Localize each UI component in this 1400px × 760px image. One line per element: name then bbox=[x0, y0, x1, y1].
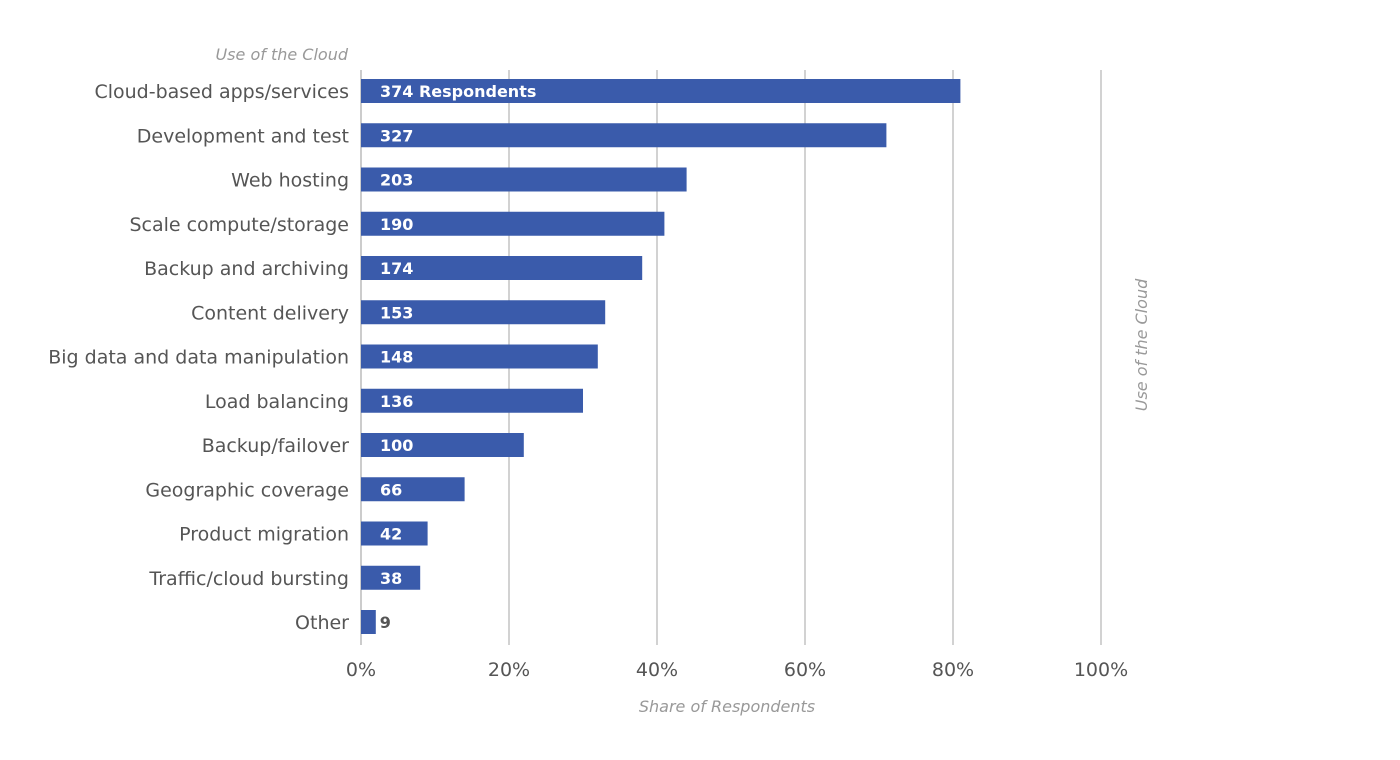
data-label: 174 bbox=[380, 259, 413, 278]
category-label: Big data and data manipulation bbox=[48, 347, 349, 369]
data-label: 327 bbox=[380, 126, 413, 145]
bar bbox=[361, 610, 376, 634]
x-axis-title: Share of Respondents bbox=[639, 697, 815, 716]
bar bbox=[361, 565, 421, 590]
bar bbox=[361, 388, 583, 413]
chart-title: Use of the Cloud bbox=[215, 45, 348, 64]
x-tick-label: 80% bbox=[932, 659, 974, 681]
category-label: Content delivery bbox=[191, 302, 349, 324]
side-axis-title: Use of the Cloud bbox=[1132, 278, 1151, 411]
category-label: Other bbox=[295, 612, 349, 634]
data-label: 9 bbox=[380, 613, 391, 632]
x-tick-label: 20% bbox=[488, 659, 530, 681]
data-labels: 374 Respondents 327 203 190 174 153 148 136 100 6… bbox=[380, 82, 537, 632]
data-label: 190 bbox=[380, 215, 413, 234]
bar bbox=[361, 477, 465, 502]
data-label: 42 bbox=[380, 525, 402, 544]
category-labels: Cloud-based apps/services Development and… bbox=[48, 81, 349, 634]
bar bbox=[361, 167, 687, 192]
category-label: Cloud-based apps/services bbox=[94, 81, 349, 103]
data-label: 374 Respondents bbox=[380, 82, 536, 101]
bar bbox=[361, 344, 598, 369]
x-tick-label: 60% bbox=[784, 659, 826, 681]
bar bbox=[361, 123, 887, 148]
x-tick-labels: 0% 20% 40% 60% 80% 100% bbox=[346, 659, 1128, 681]
category-label: Backup/failover bbox=[202, 435, 349, 457]
data-label: 148 bbox=[380, 348, 413, 367]
data-label: 136 bbox=[380, 392, 413, 411]
category-label: Product migration bbox=[179, 524, 349, 546]
bar bbox=[361, 521, 428, 546]
bar bbox=[361, 300, 606, 325]
category-label: Geographic coverage bbox=[145, 479, 349, 501]
bar bbox=[361, 433, 524, 457]
data-label: 38 bbox=[380, 569, 402, 588]
category-label: Scale compute/storage bbox=[129, 214, 349, 236]
x-tick-label: 0% bbox=[346, 659, 376, 681]
category-label: Traffic/cloud bursting bbox=[148, 568, 349, 590]
category-label: Development and test bbox=[137, 125, 349, 147]
bar bbox=[361, 211, 665, 236]
bar bbox=[361, 256, 643, 280]
category-label: Web hosting bbox=[231, 170, 349, 192]
data-label: 153 bbox=[380, 303, 413, 322]
data-label: 66 bbox=[380, 480, 402, 499]
bars bbox=[361, 79, 961, 634]
gridlines bbox=[360, 70, 1102, 645]
x-tick-label: 100% bbox=[1074, 659, 1128, 681]
category-label: Load balancing bbox=[205, 391, 349, 413]
category-label: Backup and archiving bbox=[144, 258, 349, 280]
bar bbox=[361, 79, 961, 103]
data-label: 203 bbox=[380, 171, 413, 190]
x-tick-label: 40% bbox=[636, 659, 678, 681]
data-label: 100 bbox=[380, 436, 413, 455]
